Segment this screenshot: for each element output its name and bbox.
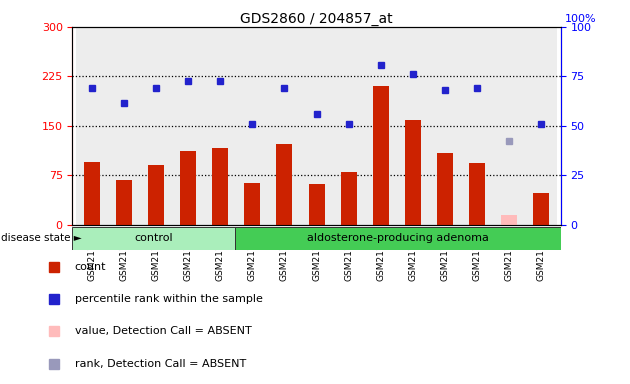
Bar [212, 147, 228, 225]
Bar [341, 172, 357, 225]
Bar [204, 27, 236, 225]
Bar [534, 193, 549, 225]
Bar [333, 27, 365, 225]
Bar [268, 27, 301, 225]
Bar [148, 166, 164, 225]
Bar [76, 27, 108, 225]
Text: 100%: 100% [565, 14, 597, 24]
Bar [469, 163, 485, 225]
Bar [72, 227, 235, 250]
Text: percentile rank within the sample: percentile rank within the sample [75, 294, 263, 304]
Bar [235, 227, 561, 250]
Text: count: count [75, 262, 106, 271]
Bar [429, 27, 461, 225]
Bar [301, 27, 333, 225]
Bar [501, 215, 517, 225]
Bar [236, 27, 268, 225]
Bar [405, 121, 421, 225]
Text: aldosterone-producing adenoma: aldosterone-producing adenoma [307, 233, 489, 243]
Text: control: control [135, 233, 173, 243]
Bar [373, 86, 389, 225]
Bar [140, 27, 172, 225]
Bar [84, 162, 100, 225]
Text: disease state ►: disease state ► [1, 233, 81, 243]
Bar [461, 27, 493, 225]
Bar [437, 154, 453, 225]
Bar [397, 27, 429, 225]
Bar [309, 184, 324, 225]
Bar [525, 27, 558, 225]
Bar [180, 151, 196, 225]
Bar [108, 27, 140, 225]
Bar [493, 27, 525, 225]
Text: value, Detection Call = ABSENT: value, Detection Call = ABSENT [75, 326, 251, 336]
Bar [172, 27, 204, 225]
Bar [244, 183, 260, 225]
Bar [277, 144, 292, 225]
Bar [365, 27, 397, 225]
Text: rank, Detection Call = ABSENT: rank, Detection Call = ABSENT [75, 359, 246, 369]
Bar [116, 180, 132, 225]
Title: GDS2860 / 204857_at: GDS2860 / 204857_at [240, 12, 393, 26]
